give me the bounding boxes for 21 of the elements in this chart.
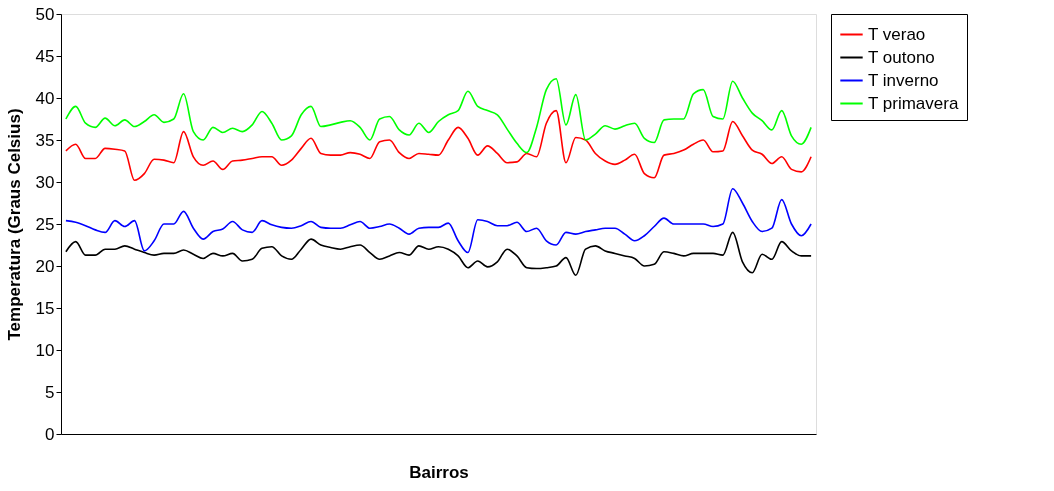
y-tick-label: 20 [35, 256, 55, 276]
y-axis-title: Temperatura (Graus Celsius) [4, 108, 24, 341]
line-series [65, 109, 812, 182]
legend-label: T primavera [868, 93, 959, 113]
y-tick-label: 25 [35, 214, 55, 234]
y-tick-label: 50 [35, 4, 55, 24]
y-tick-label: 5 [45, 382, 55, 402]
y-tick-label: 0 [45, 424, 55, 444]
y-tick-label: 15 [35, 298, 55, 318]
y-tick-label: 40 [35, 88, 55, 108]
line-series [65, 231, 812, 277]
legend-label: T inverno [868, 70, 939, 90]
y-tick-label: 45 [35, 46, 55, 66]
line-series [65, 77, 812, 154]
y-tick-label: 10 [35, 340, 55, 360]
x-axis-title: Bairros [409, 462, 469, 482]
legend-label: T outono [868, 47, 935, 67]
y-tick-label: 35 [35, 130, 55, 150]
line-series [65, 187, 812, 254]
legend-label: T verao [868, 24, 926, 44]
y-tick-label: 30 [35, 172, 55, 192]
